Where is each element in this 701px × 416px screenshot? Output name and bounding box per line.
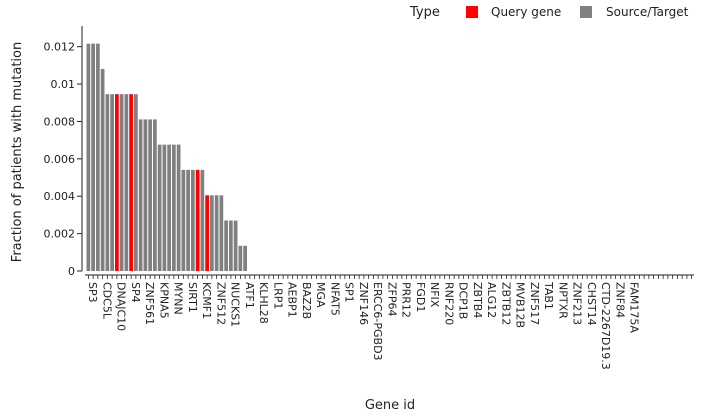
legend-swatch-source bbox=[580, 6, 592, 18]
bar-source-target bbox=[186, 169, 190, 271]
x-tick-label: ATF1 bbox=[243, 282, 256, 309]
x-tick-label: MYNN bbox=[172, 282, 185, 315]
bar-source-target bbox=[210, 195, 214, 271]
bar-source-target bbox=[119, 94, 124, 271]
bar-query-gene bbox=[195, 169, 200, 271]
x-tick-label: FGD1 bbox=[414, 282, 427, 312]
bar-source-target bbox=[219, 195, 224, 271]
x-tick-label: ZNF561 bbox=[143, 282, 156, 325]
x-tick-label: KPNA5 bbox=[157, 282, 170, 319]
x-tick-label: ZBTB12 bbox=[499, 282, 512, 325]
legend-label-source: Source/Target bbox=[606, 5, 689, 19]
bar-source-target bbox=[176, 144, 181, 271]
bar-source-target bbox=[105, 94, 110, 271]
x-tick-label: AEBP1 bbox=[286, 282, 299, 318]
bar-source-target bbox=[238, 245, 243, 271]
bar-source-target bbox=[138, 119, 143, 271]
y-tick-label: 0.012 bbox=[44, 41, 76, 54]
x-tick-label: KCMF1 bbox=[200, 282, 213, 319]
bar-source-target bbox=[181, 169, 186, 271]
bar-source-target bbox=[124, 94, 129, 271]
x-tick-label: FAM175A bbox=[628, 282, 641, 333]
x-tick-label: ZNF213 bbox=[571, 282, 584, 325]
bar-source-target bbox=[191, 169, 195, 271]
bar-source-target bbox=[148, 119, 152, 271]
x-tick-label: DNAJC10 bbox=[115, 282, 128, 331]
x-tick-label: BAZ2B bbox=[300, 282, 313, 319]
bar-source-target bbox=[200, 169, 205, 271]
bar-query-gene bbox=[129, 94, 133, 271]
x-tick-label: CDC5L bbox=[100, 282, 113, 320]
bar-query-gene bbox=[205, 195, 209, 271]
y-tick-label: 0.002 bbox=[44, 228, 76, 241]
x-tick-label: ZNF512 bbox=[214, 282, 227, 325]
y-tick-label: 0 bbox=[68, 265, 75, 278]
y-tick-label: 0.006 bbox=[44, 153, 76, 166]
bar-source-target bbox=[233, 220, 238, 271]
x-tick-label: PRR12 bbox=[400, 282, 413, 318]
bar-source-target bbox=[243, 245, 247, 271]
x-tick-label: CTD-2267D19.3 bbox=[599, 282, 612, 370]
x-tick-label: LRP1 bbox=[271, 282, 284, 309]
bar-source-target bbox=[172, 144, 176, 271]
y-axis-title: Fraction of patients with mutation bbox=[10, 42, 25, 262]
legend-swatch-query bbox=[466, 6, 478, 18]
bar-source-target bbox=[134, 94, 138, 271]
x-tick-label: DCP1B bbox=[457, 282, 470, 319]
x-tick-label: ZNF517 bbox=[528, 282, 541, 325]
bars bbox=[86, 43, 247, 272]
bar-source-target bbox=[214, 195, 219, 271]
bar-source-target bbox=[143, 119, 148, 271]
y-tick-label: 0.01 bbox=[51, 78, 76, 91]
y-tick-label: 0.004 bbox=[44, 190, 76, 203]
x-tick-label: SP1 bbox=[343, 282, 356, 303]
bar-source-target bbox=[157, 144, 162, 271]
x-tick-label: RNF220 bbox=[442, 282, 455, 325]
x-tick-label: MVB12B bbox=[514, 282, 527, 328]
bar-source-target bbox=[153, 119, 157, 271]
legend: Type Query gene Source/Target bbox=[409, 5, 689, 20]
x-tick-label: SP4 bbox=[129, 282, 142, 303]
x-tick-label: ZNF84 bbox=[613, 282, 626, 318]
y-axis: 0 0.002 0.004 0.006 0.008 0.01 0.012 bbox=[44, 26, 83, 278]
x-tick-label: ZFP64 bbox=[385, 282, 398, 317]
x-tick-label: CHST14 bbox=[585, 282, 598, 326]
bar-source-target bbox=[100, 68, 105, 271]
x-axis: SP3 CDC5L DNAJC10 SP4 ZNF561 KPNA5 MYNN SIRT1 KC… bbox=[85, 274, 694, 370]
bar-source-target bbox=[86, 43, 91, 272]
x-tick-label: TAB1 bbox=[542, 281, 555, 310]
bar-source-target bbox=[91, 43, 95, 272]
bar-source-target bbox=[167, 144, 171, 271]
legend-label-query: Query gene bbox=[491, 5, 561, 19]
bar-source-target bbox=[162, 144, 167, 271]
x-tick-label: ALG12 bbox=[485, 282, 498, 318]
x-tick-label: ZNF146 bbox=[357, 282, 370, 325]
x-tick-label: NUCKS1 bbox=[229, 282, 242, 327]
x-axis-title: Gene id bbox=[365, 398, 415, 413]
bar-source-target bbox=[229, 220, 233, 271]
x-tick-label: MGA bbox=[314, 282, 327, 308]
x-tick-label: SP3 bbox=[86, 282, 99, 303]
x-tick-label: NPTXR bbox=[556, 282, 569, 319]
x-tick-label: NFAT5 bbox=[328, 282, 341, 316]
bar-source-target bbox=[96, 43, 100, 272]
x-tick-label: ZBTB4 bbox=[471, 282, 484, 318]
bar-source-target bbox=[110, 94, 114, 271]
x-tick-label: NFIX bbox=[428, 282, 441, 308]
x-tick-label: ERCC6-PGBD3 bbox=[371, 282, 384, 361]
x-tick-label: SIRT1 bbox=[186, 282, 199, 313]
legend-title: Type bbox=[409, 5, 440, 20]
bar-query-gene bbox=[115, 94, 119, 271]
y-tick-label: 0.008 bbox=[44, 115, 76, 128]
x-tick-label: KLHL28 bbox=[257, 282, 270, 324]
bar-source-target bbox=[224, 220, 228, 271]
